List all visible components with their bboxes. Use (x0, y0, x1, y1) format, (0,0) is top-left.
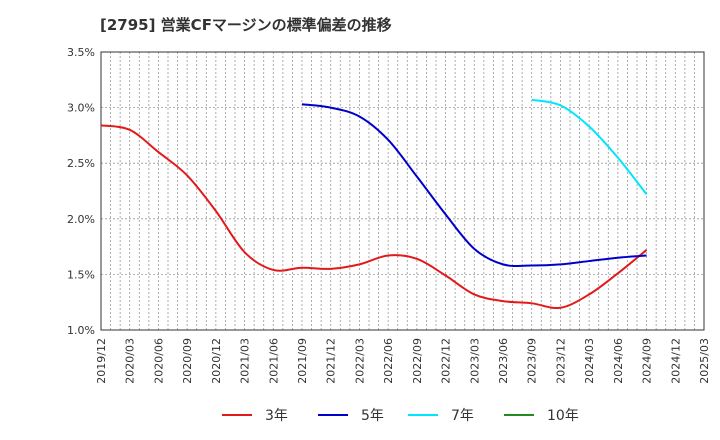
x-tick-label: 2022/03 (353, 338, 366, 384)
series-line-3 (531, 98, 648, 195)
x-tick-label: 2024/03 (583, 338, 596, 384)
x-tick-label: 2020/06 (152, 338, 165, 384)
x-tick-label: 2021/12 (325, 338, 338, 384)
x-tick-label: 2022/09 (411, 338, 424, 384)
plot-area (101, 52, 704, 330)
y-tick-label: 1.5% (67, 268, 95, 281)
x-tick-label: 2020/03 (124, 338, 137, 384)
chart-title: [2795] 営業CFマージンの標準偏差の推移 (100, 16, 392, 34)
y-tick-label: 3.0% (67, 102, 95, 115)
series-line-1 (100, 124, 648, 310)
x-tick-label: 2020/12 (210, 338, 223, 384)
legend-label-1: 3年 (265, 408, 288, 424)
x-tick-label: 2021/06 (267, 338, 280, 384)
x-tick-label: 2021/09 (296, 338, 309, 384)
x-tick-label: 2023/12 (554, 338, 567, 384)
x-tick-label: 2021/03 (239, 338, 252, 384)
y-tick-label: 2.5% (67, 157, 95, 170)
x-tick-label: 2023/06 (497, 338, 510, 384)
x-tick-label: 2024/12 (669, 338, 682, 384)
x-tick-label: 2022/12 (440, 338, 453, 384)
y-tick-label: 3.5% (67, 46, 95, 59)
legend-label-2: 5年 (361, 408, 384, 424)
legend-label-3: 7年 (451, 408, 474, 424)
series-line-2 (301, 103, 647, 267)
x-tick-label: 2024/09 (641, 338, 654, 384)
x-tick-label: 2020/09 (181, 338, 194, 384)
y-tick-label: 1.0% (67, 324, 95, 337)
x-tick-label: 2024/06 (612, 338, 625, 384)
x-tick-label: 2025/03 (698, 338, 711, 384)
x-tick-label: 2023/03 (468, 338, 481, 384)
x-tick-label: 2023/09 (526, 338, 539, 384)
x-tick-label: 2019/12 (95, 338, 108, 384)
y-tick-label: 2.0% (67, 213, 95, 226)
x-tick-label: 2022/06 (382, 338, 395, 384)
legend-label-4: 10年 (547, 408, 579, 424)
plot-frame (100, 51, 705, 331)
